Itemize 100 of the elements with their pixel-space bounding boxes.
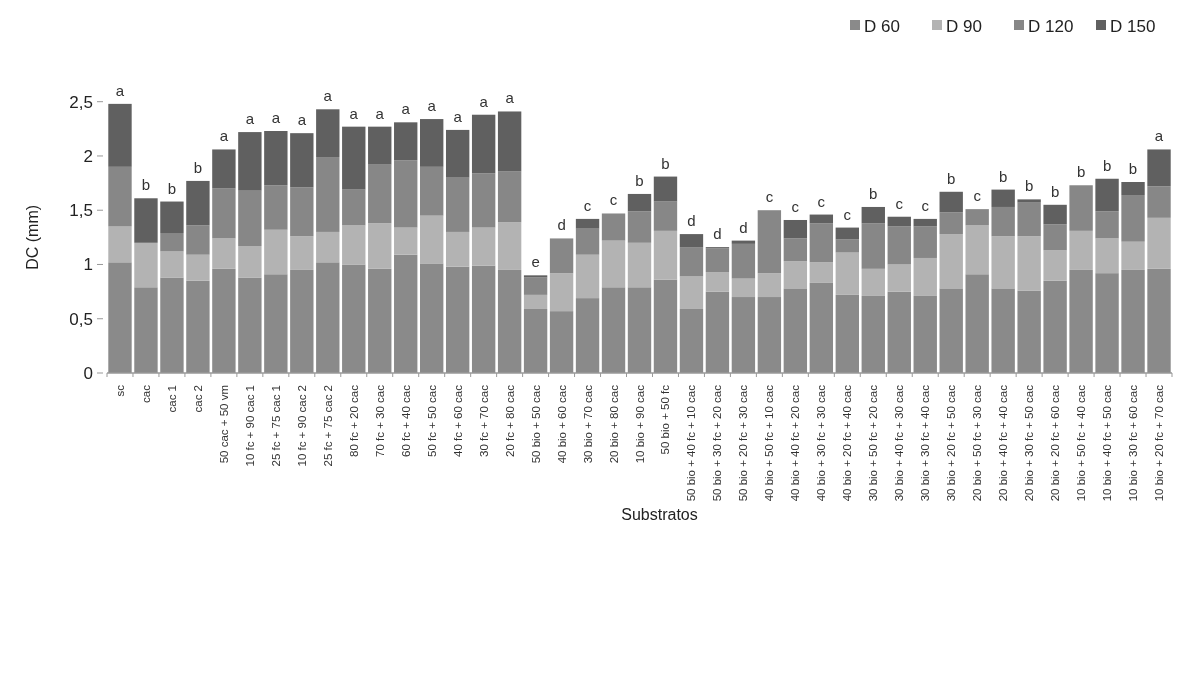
bar	[134, 242, 158, 288]
bar	[939, 212, 963, 235]
annotation: c	[583, 196, 592, 214]
bar	[1147, 186, 1171, 218]
y-tick-label: 1	[83, 255, 93, 275]
bar	[497, 222, 522, 270]
x-tick-label: 40 fc + 60 cac	[451, 384, 464, 457]
bar	[1147, 149, 1171, 187]
x-tick-label: 30 bio + 20 fc + 50 cac	[945, 384, 958, 502]
bar	[887, 226, 911, 265]
x-tick-label: 20 bio + 40 fc + 40 cac	[997, 384, 1010, 502]
bar	[1043, 204, 1067, 225]
bar	[212, 238, 236, 269]
annotation: b	[869, 184, 878, 202]
bar	[809, 262, 834, 283]
bar	[783, 238, 808, 262]
bar	[939, 191, 963, 213]
bar	[186, 180, 210, 226]
bar	[705, 272, 730, 292]
bar	[887, 291, 911, 373]
bar	[108, 262, 132, 373]
bar	[1147, 268, 1171, 373]
bar	[1121, 182, 1145, 196]
bar	[290, 187, 314, 237]
x-tick-label: 40 bio + 30 fc + 30 cac	[815, 384, 828, 502]
legend-label: D 150	[1110, 16, 1156, 36]
bar	[991, 288, 1015, 373]
bar	[1121, 269, 1145, 373]
annotation: b	[1024, 177, 1034, 195]
x-tick-label: 10 bio + 90 cac	[633, 384, 646, 464]
bar	[342, 189, 366, 226]
bar	[627, 193, 652, 212]
x-tick-label: 50 fc + 50 cac	[425, 384, 438, 457]
annotation: b	[193, 158, 203, 176]
bar	[160, 201, 184, 234]
bar	[1043, 224, 1067, 251]
bar	[445, 231, 470, 267]
bar	[160, 277, 184, 373]
bar	[368, 268, 392, 373]
annotation: a	[219, 127, 229, 145]
annotation: a	[271, 109, 281, 126]
bar	[1095, 238, 1119, 274]
bar	[1095, 211, 1119, 239]
annotation: a	[505, 89, 515, 107]
x-tick-label: 10 bio + 40 fc + 50 cac	[1101, 384, 1114, 502]
x-tick-label: 20 bio + 50 fc + 30 cac	[971, 384, 984, 502]
bar	[861, 206, 885, 224]
bar	[549, 311, 574, 373]
bar	[783, 288, 808, 373]
x-tick-label: 10 fc + 90 cac 2	[295, 385, 308, 467]
bar	[368, 164, 392, 224]
bar	[238, 132, 262, 191]
bar	[965, 209, 989, 226]
x-tick-label: 50 bio + 50 cac	[529, 384, 542, 464]
bar	[290, 236, 314, 270]
bar	[1069, 185, 1093, 231]
bar	[290, 133, 314, 188]
bar	[835, 227, 859, 240]
bar	[471, 114, 496, 174]
bar	[835, 239, 859, 253]
x-tick-label: 50 bio + 50 fc	[659, 384, 672, 455]
x-tick-label: cac	[139, 384, 152, 403]
bar	[445, 129, 470, 178]
bar	[757, 273, 782, 298]
annotation: a	[427, 97, 437, 115]
annotation: e	[531, 253, 540, 271]
bar	[160, 251, 184, 278]
annotation: a	[453, 107, 463, 125]
bar	[420, 263, 444, 373]
x-tick-label: 25 fc + 75 cac 1	[269, 385, 282, 467]
bar	[186, 254, 210, 281]
bar	[420, 166, 444, 216]
annotation: b	[947, 169, 956, 187]
y-tick-label: 0	[83, 363, 93, 383]
annotation: c	[817, 192, 826, 210]
bar	[731, 240, 756, 244]
bar	[1121, 195, 1145, 242]
annotation: a	[323, 87, 333, 105]
bar	[757, 297, 782, 373]
bar	[809, 223, 834, 263]
y-axis-title: DC (mm)	[24, 204, 41, 270]
bar	[523, 277, 548, 295]
bar	[783, 261, 808, 289]
annotation: a	[349, 104, 359, 122]
x-tick-label: 80 fc + 20 cac	[347, 384, 360, 457]
annotation: d	[557, 216, 566, 234]
bar	[1069, 269, 1093, 373]
annotation: c	[843, 205, 852, 223]
bar	[549, 273, 574, 312]
bar	[238, 277, 262, 373]
annotation: a	[401, 100, 411, 118]
bar	[264, 274, 288, 373]
bar	[523, 294, 548, 309]
annotation: b	[1102, 156, 1112, 174]
x-tick-label: 40 bio + 20 fc + 40 cac	[841, 384, 854, 502]
bar	[809, 214, 834, 224]
bar	[316, 262, 340, 373]
bar	[160, 233, 184, 252]
bar	[679, 276, 704, 309]
bar	[809, 282, 834, 373]
